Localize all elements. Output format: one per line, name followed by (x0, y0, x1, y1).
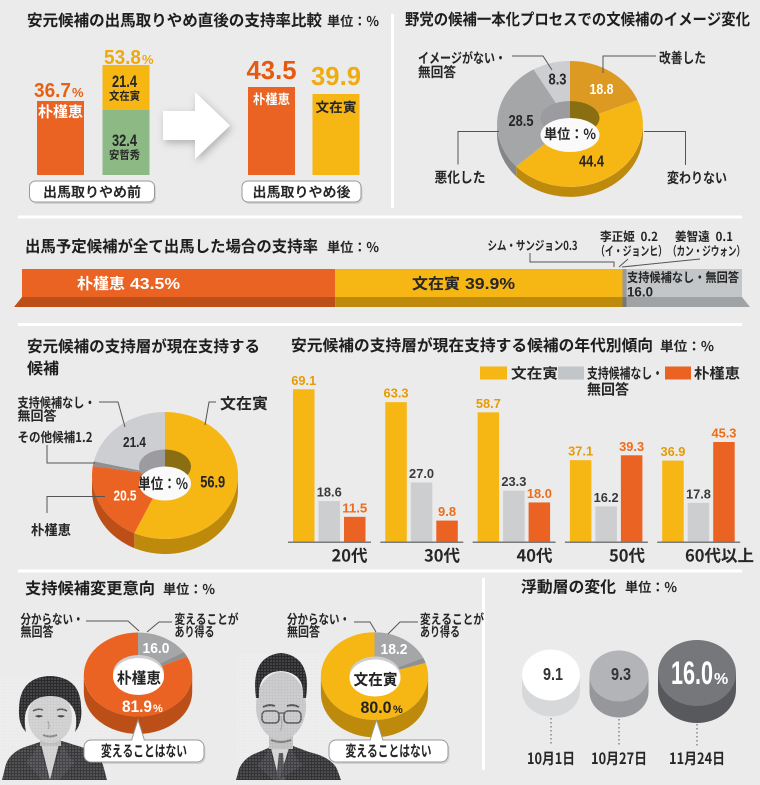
svg-text:36.9: 36.9 (660, 444, 685, 459)
svg-text:45.3: 45.3 (711, 426, 736, 441)
svg-text:43.5: 43.5 (247, 55, 297, 85)
svg-text:9.3: 9.3 (611, 664, 631, 684)
svg-text:56.9: 56.9 (200, 473, 225, 492)
svg-text:20.5: 20.5 (114, 488, 137, 505)
svg-text:18.6: 18.6 (317, 485, 342, 500)
svg-text:27.0: 27.0 (409, 466, 434, 481)
svg-text:28.5: 28.5 (509, 113, 534, 130)
svg-text:43.5%: 43.5% (130, 276, 180, 293)
svg-text:16.0: 16.0 (627, 285, 653, 300)
svg-text:%: % (142, 52, 154, 67)
svg-text:16.0: 16.0 (143, 641, 170, 657)
svg-text:21.4: 21.4 (123, 434, 147, 451)
svg-text:11.5: 11.5 (342, 500, 367, 515)
svg-text:58.7: 58.7 (476, 396, 501, 411)
svg-text:18.0: 18.0 (527, 486, 552, 501)
svg-text:18.2: 18.2 (381, 642, 408, 658)
svg-text:%: % (153, 703, 163, 715)
svg-text:18.8: 18.8 (590, 81, 614, 98)
svg-text:36.7: 36.7 (34, 80, 71, 102)
svg-text:16.0: 16.0 (671, 655, 713, 691)
svg-text:39.9: 39.9 (311, 61, 361, 91)
svg-text:69.1: 69.1 (291, 373, 316, 388)
svg-text:%: % (72, 85, 84, 100)
svg-text:44.4: 44.4 (579, 154, 604, 171)
svg-text:37.1: 37.1 (568, 444, 593, 459)
svg-text:63.3: 63.3 (384, 386, 409, 401)
svg-text:39.3: 39.3 (619, 439, 644, 454)
svg-text:81.9: 81.9 (122, 697, 152, 716)
svg-text:%: % (714, 671, 728, 688)
svg-text:17.8: 17.8 (686, 486, 711, 501)
svg-text:%: % (393, 704, 403, 716)
svg-text:21.4: 21.4 (112, 72, 137, 91)
svg-text:23.3: 23.3 (501, 474, 526, 489)
svg-text:53.8: 53.8 (104, 47, 141, 69)
svg-text:16.2: 16.2 (594, 490, 619, 505)
svg-text:39.9%: 39.9% (465, 276, 515, 293)
svg-text:32.4: 32.4 (112, 131, 137, 150)
svg-text:80.0: 80.0 (361, 698, 392, 717)
svg-text:8.3: 8.3 (549, 72, 567, 89)
svg-text:9.8: 9.8 (438, 504, 456, 519)
svg-text:9.1: 9.1 (543, 664, 563, 684)
